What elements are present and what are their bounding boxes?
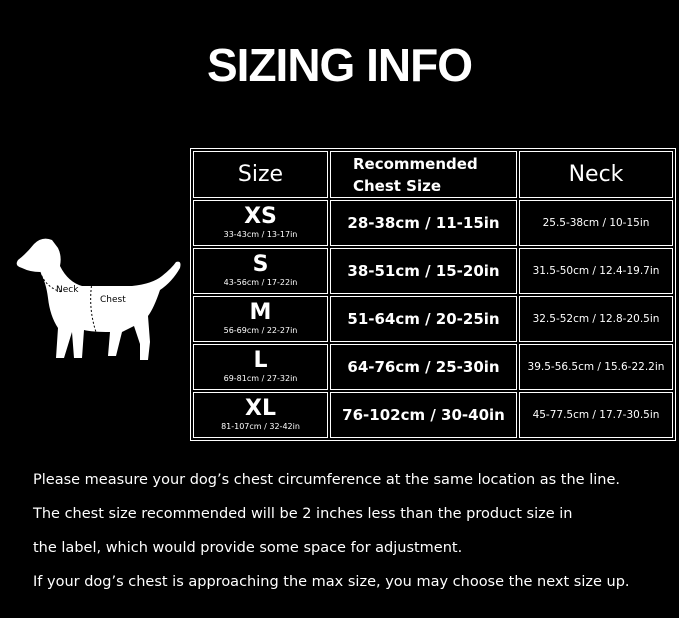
size-range: 33-43cm / 13-17in — [223, 230, 298, 239]
chest-label: Chest — [100, 295, 126, 305]
size-range: 56-69cm / 22-27in — [223, 326, 298, 335]
table-row: XS 33-43cm / 13-17in 28-38cm / 11-15in 25… — [193, 200, 673, 246]
table-row: S 43-56cm / 17-22in 38-51cm / 15-20in 31.… — [193, 248, 673, 294]
measurement-notes: Please measure your dog’s chest circumfe… — [33, 470, 630, 606]
size-label: S — [252, 252, 269, 277]
neck-cell: 31.5-50cm / 12.4-19.7in — [519, 248, 673, 294]
size-cell: XL 81-107cm / 32-42in — [193, 392, 328, 438]
note-line: The chest size recommended will be 2 inc… — [33, 506, 573, 522]
chest-cell: 64-76cm / 25-30in — [330, 344, 517, 390]
size-range: 69-81cm / 27-32in — [223, 374, 298, 383]
sizing-table: Size Recommended Chest Size Neck XS 33-43c… — [190, 148, 676, 441]
note-line: Please measure your dog’s chest circumfe… — [33, 472, 620, 488]
size-cell: M 56-69cm / 22-27in — [193, 296, 328, 342]
size-label: L — [253, 348, 268, 373]
neck-cell: 25.5-38cm / 10-15in — [519, 200, 673, 246]
size-label: XL — [245, 396, 276, 421]
size-range: 43-56cm / 17-22in — [223, 278, 298, 287]
header-chest-line2: Chest Size — [353, 176, 442, 195]
table-row: XL 81-107cm / 32-42in 76-102cm / 30-40in … — [193, 392, 673, 438]
chest-cell: 28-38cm / 11-15in — [330, 200, 517, 246]
table-row: M 56-69cm / 22-27in 51-64cm / 20-25in 32.… — [193, 296, 673, 342]
header-size: Size — [193, 151, 328, 198]
size-label: XS — [244, 204, 277, 229]
header-chest: Recommended Chest Size — [330, 151, 517, 198]
size-cell: S 43-56cm / 17-22in — [193, 248, 328, 294]
neck-label: Neck — [56, 285, 79, 295]
chest-cell: 38-51cm / 15-20in — [330, 248, 517, 294]
chest-cell: 76-102cm / 30-40in — [330, 392, 517, 438]
chest-cell: 51-64cm / 20-25in — [330, 296, 517, 342]
table-row: L 69-81cm / 27-32in 64-76cm / 25-30in 39.… — [193, 344, 673, 390]
neck-cell: 32.5-52cm / 12.8-20.5in — [519, 296, 673, 342]
header-chest-line1: Recommended — [353, 154, 478, 173]
header-neck: Neck — [519, 151, 673, 198]
size-range: 81-107cm / 32-42in — [221, 422, 300, 431]
header-row: Size Recommended Chest Size Neck — [193, 151, 673, 198]
neck-cell: 39.5-56.5cm / 15.6-22.2in — [519, 344, 673, 390]
size-label: M — [249, 300, 272, 325]
note-line: If your dog’s chest is approaching the m… — [33, 574, 630, 590]
dog-silhouette — [16, 238, 181, 360]
page-title: SIZING INFO — [207, 39, 473, 91]
size-cell: XS 33-43cm / 13-17in — [193, 200, 328, 246]
neck-cell: 45-77.5cm / 17.7-30.5in — [519, 392, 673, 438]
size-cell: L 69-81cm / 27-32in — [193, 344, 328, 390]
note-line: the label, which would provide some spac… — [33, 540, 463, 556]
dog-illustration: Neck Chest — [16, 238, 181, 360]
